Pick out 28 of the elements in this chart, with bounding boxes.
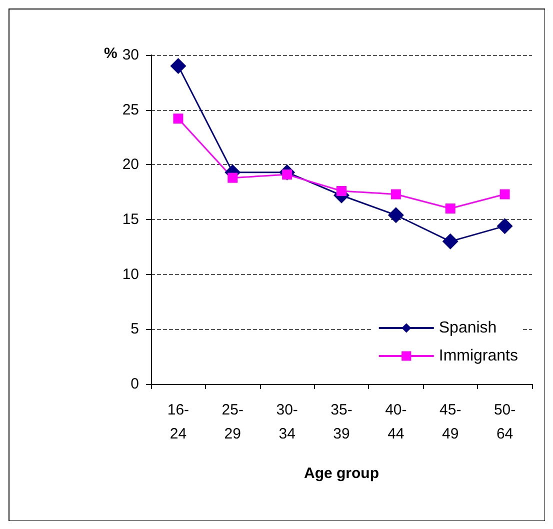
point <box>388 207 404 224</box>
x-tick-label: 30- 34 <box>276 402 298 442</box>
point <box>390 189 401 200</box>
point <box>496 218 513 234</box>
x-tick-label: 40- 44 <box>385 402 407 442</box>
x-tick-label: 45- 49 <box>440 402 462 442</box>
y-axis-title: % <box>104 45 118 62</box>
y-tick-label: 5 <box>130 320 139 338</box>
x-tick-label: 35- 39 <box>330 402 352 442</box>
y-tick-label: 30 <box>122 46 139 64</box>
x-tick-label: 16- 24 <box>167 402 190 442</box>
x-tick-label: 25- 29 <box>222 402 244 442</box>
point <box>445 204 456 214</box>
y-tick-label: 0 <box>130 376 139 392</box>
legend-label: Spanish <box>438 320 497 336</box>
point <box>170 58 186 74</box>
y-tick-label: 10 <box>122 266 139 283</box>
y-tick-label: 15 <box>122 211 139 228</box>
y-tick-label: 20 <box>122 156 139 174</box>
x-tick-label: 50- 64 <box>494 402 516 442</box>
point <box>228 172 238 183</box>
point <box>336 186 346 196</box>
point <box>500 189 510 200</box>
x-axis-title: Age group <box>304 465 379 482</box>
legend-label: Immigrants <box>438 348 518 364</box>
y-tick-label: 25 <box>122 101 139 118</box>
point <box>173 114 184 124</box>
point <box>442 233 458 250</box>
